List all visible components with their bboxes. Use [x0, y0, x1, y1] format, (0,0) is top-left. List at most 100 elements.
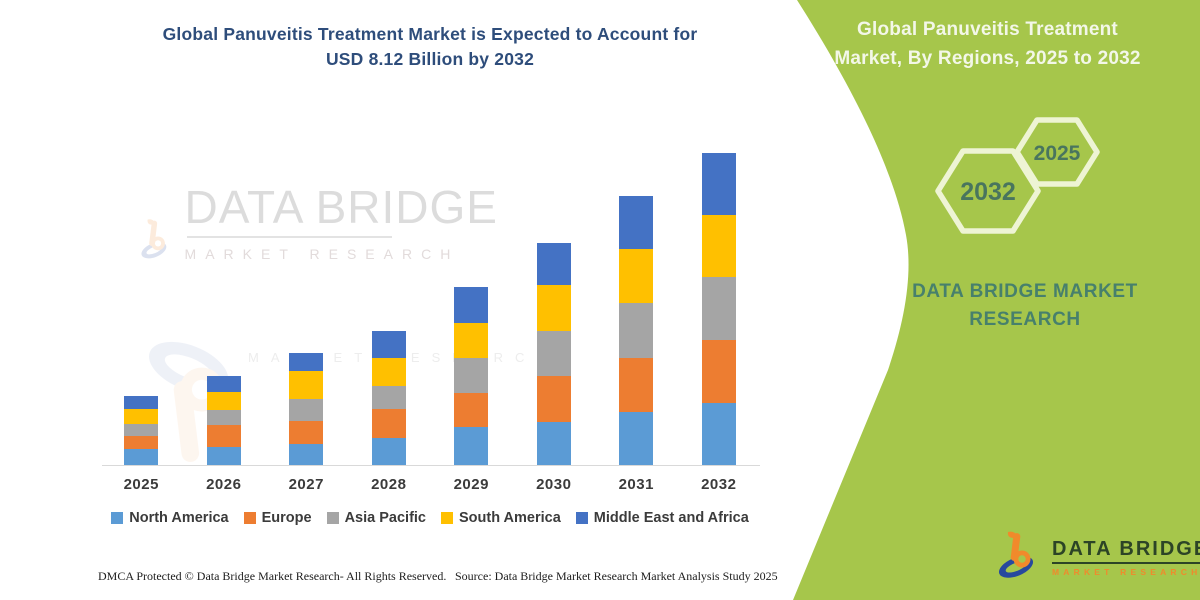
bar-segment-2026-north-america: [206, 447, 241, 465]
bar-segment-2027-south-america: [289, 370, 324, 399]
bar-segment-2031-north-america: [619, 412, 654, 465]
x-axis-line: [102, 465, 760, 466]
panel-brand-line1: DATA BRIDGE MARKET: [912, 281, 1138, 302]
bar-segment-2027-middle-east-and-africa: [289, 352, 324, 371]
bar-column-2032: [678, 153, 761, 465]
chart-legend: North America Europe Asia Pacific South Ame…: [70, 510, 790, 526]
bar-segment-2032-south-america: [701, 215, 736, 277]
bar-segment-2031-asia-pacific: [619, 302, 654, 358]
x-tick-2025: 2025: [123, 476, 159, 493]
stacked-bar-2026: [206, 375, 241, 465]
databridge-logo-name: DATA BRIDGE: [1052, 538, 1200, 564]
bar-segment-2028-asia-pacific: [371, 385, 406, 410]
legend-swatch-icon: [326, 512, 339, 524]
bar-segment-2025-south-america: [124, 409, 159, 424]
x-axis-labels: 2025 2026 2027 2028 2029 2030 2031 2032: [100, 476, 760, 493]
legend-label: South America: [459, 510, 561, 526]
legend-swatch-icon: [111, 512, 124, 524]
stacked-bar-2031: [619, 196, 654, 465]
x-tick-2032: 2032: [701, 476, 737, 493]
bar-segment-2025-asia-pacific: [124, 423, 159, 436]
legend-swatch-icon: [243, 512, 256, 524]
panel-brand-line2: RESEARCH: [969, 308, 1081, 330]
panel-title-line1: Global Panuveitis Treatment: [857, 19, 1118, 40]
panel-title-line2: Market, By Regions, 2025 to 2032: [834, 47, 1141, 69]
x-tick-2026: 2026: [206, 476, 242, 493]
bar-column-2027: [265, 153, 348, 465]
x-tick-2028: 2028: [371, 476, 407, 493]
legend-label: North America: [129, 510, 229, 526]
stacked-bar-2027: [289, 352, 324, 465]
bar-segment-2026-europe: [206, 425, 241, 448]
x-tick-2030: 2030: [536, 476, 572, 493]
stacked-bar-2025: [124, 396, 159, 465]
hexagon-2032-label: 2032: [960, 178, 1016, 206]
bar-segment-2026-south-america: [206, 392, 241, 411]
x-tick-2031: 2031: [618, 476, 654, 493]
footer-source-text: Source: Data Bridge Market Research Mark…: [455, 569, 778, 583]
bar-segment-2029-south-america: [454, 322, 489, 358]
stacked-bar-chart: [100, 140, 760, 466]
legend-label: Europe: [261, 510, 312, 526]
stacked-bar-2028: [371, 330, 406, 465]
bar-segment-2027-europe: [289, 420, 324, 444]
databridge-logo-icon: [998, 531, 1034, 578]
panel-brand-text: DATA BRIDGE MARKET RESEARCH: [878, 278, 1172, 333]
legend-item-south-america: South America: [441, 510, 561, 526]
bar-segment-2030-middle-east-and-africa: [536, 243, 571, 286]
bar-segment-2027-asia-pacific: [289, 398, 324, 421]
bar-segment-2028-middle-east-and-africa: [371, 330, 406, 358]
legend-swatch-icon: [441, 512, 453, 524]
legend-label: Asia Pacific: [344, 510, 426, 526]
bar-column-2025: [100, 153, 183, 465]
bar-column-2029: [430, 153, 513, 465]
bar-segment-2025-north-america: [124, 449, 159, 465]
legend-label: Middle East and Africa: [593, 510, 749, 526]
databridge-logo-subname: MARKET RESEARCH: [1052, 566, 1200, 577]
bar-segment-2029-asia-pacific: [454, 357, 489, 393]
bar-segment-2032-europe: [701, 339, 736, 404]
bar-segment-2028-south-america: [371, 357, 406, 386]
chart-title-line1: Global Panuveitis Treatment Market is Ex…: [162, 24, 698, 44]
bar-segment-2030-north-america: [536, 421, 571, 465]
bar-segment-2026-asia-pacific: [206, 410, 241, 426]
panel-title: Global Panuveitis Treatment Market, By R…: [775, 16, 1200, 73]
hexagon-2025-label: 2025: [1034, 142, 1081, 165]
stacked-bar-2029: [454, 287, 489, 465]
hexagon-2025: [1014, 117, 1100, 187]
bar-segment-2032-middle-east-and-africa: [701, 153, 736, 216]
bar-segment-2028-europe: [371, 409, 406, 438]
bar-column-2030: [513, 153, 596, 465]
databridge-logo: DATA BRIDGE MARKET RESEARCH: [993, 530, 1200, 584]
bar-segment-2028-north-america: [371, 437, 406, 465]
chart-title: Global Panuveitis Treatment Market is Ex…: [90, 22, 770, 73]
bar-segment-2031-europe: [619, 357, 654, 413]
bars-row: [100, 153, 760, 465]
bar-segment-2031-south-america: [619, 249, 654, 303]
bar-segment-2029-north-america: [454, 427, 489, 465]
x-tick-2029: 2029: [453, 476, 489, 493]
stacked-bar-2030: [536, 243, 571, 465]
bar-segment-2031-middle-east-and-africa: [619, 196, 654, 250]
bar-segment-2027-north-america: [289, 443, 324, 465]
bar-segment-2032-north-america: [701, 403, 736, 465]
bar-column-2031: [595, 153, 678, 465]
bar-segment-2032-asia-pacific: [701, 276, 736, 340]
bar-segment-2030-europe: [536, 376, 571, 422]
x-tick-2027: 2027: [288, 476, 324, 493]
legend-item-north-america: North America: [111, 510, 229, 526]
bar-segment-2025-europe: [124, 435, 159, 450]
legend-swatch-icon: [575, 512, 588, 524]
stacked-bar-2032: [701, 153, 736, 465]
bar-column-2026: [183, 153, 266, 465]
year-hexagons: 2032 2025: [935, 117, 1100, 234]
chart-title-line2: USD 8.12 Billion by 2032: [325, 49, 535, 70]
bar-segment-2029-middle-east-and-africa: [454, 287, 489, 323]
bar-segment-2025-middle-east-and-africa: [124, 396, 159, 410]
bar-column-2028: [348, 153, 431, 465]
bar-segment-2030-asia-pacific: [536, 330, 571, 377]
footer-dmca-text: DMCA Protected © Data Bridge Market Rese…: [98, 569, 447, 583]
hexagon-2032: [935, 148, 1041, 234]
bar-segment-2030-south-america: [536, 285, 571, 331]
legend-item-europe: Europe: [243, 510, 312, 526]
